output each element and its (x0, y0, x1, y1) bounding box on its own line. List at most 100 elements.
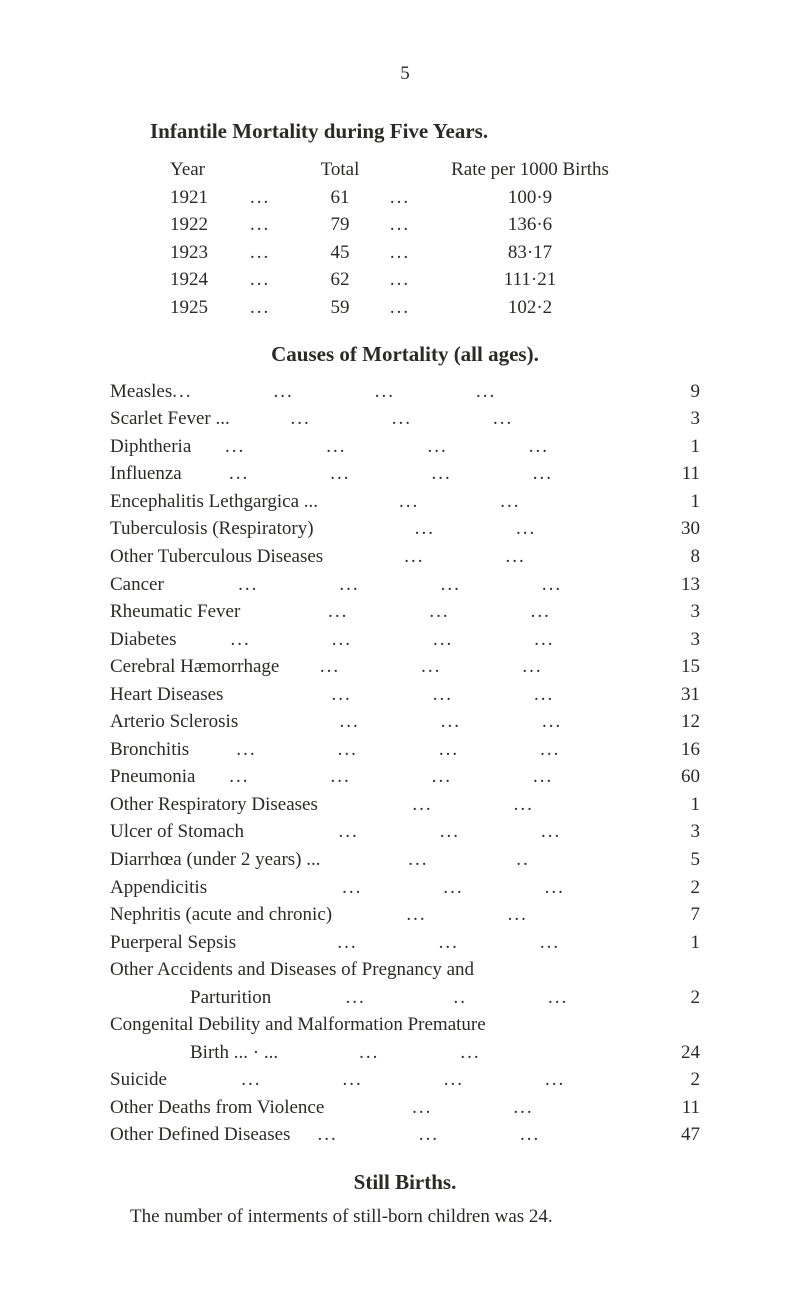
cause-label: Scarlet Fever ... (110, 405, 230, 433)
cause-row: Other Accidents and Diseases of Pregnanc… (110, 956, 700, 984)
separator-dots: ... (250, 184, 310, 212)
separator-dots: ... (250, 294, 310, 322)
cause-label: Heart Diseases (110, 681, 223, 709)
cause-value: 31 (654, 681, 700, 709)
cause-value: 2 (654, 984, 700, 1012)
total-cell: 61 (310, 184, 370, 212)
cause-row: Scarlet Fever ... ... ... ...3 (110, 405, 700, 433)
cause-label: Other Defined Diseases (110, 1121, 290, 1149)
cause-row: Diarrhœa (under 2 years) ... ... ..5 (110, 846, 700, 874)
leader-dots: ... ... (324, 1094, 533, 1122)
causes-table: Measles... ... ... ...9Scarlet Fever ...… (110, 378, 700, 1149)
cause-value: 8 (654, 543, 700, 571)
cause-row: Parturition ... .. ... 2 (110, 984, 700, 1012)
leader-dots: ... ... (332, 901, 528, 929)
total-cell: 79 (310, 211, 370, 239)
cause-label: Parturition (110, 984, 271, 1012)
five-year-table: Year Total Rate per 1000 Births 1921...6… (170, 156, 700, 321)
leader-dots: ... ... ... (279, 653, 542, 681)
five-year-row: 1923...45...83·17 (170, 239, 700, 267)
separator-dots: ... (370, 239, 430, 267)
cause-label: Birth ... · ... (110, 1039, 278, 1067)
section3-text: The number of interments of still-born c… (130, 1203, 700, 1231)
leader-dots: ... ... ... ... (172, 378, 496, 406)
cause-label: Congenital Debility and Malformation Pre… (110, 1011, 486, 1039)
section1-title: Infantile Mortality during Five Years. (150, 116, 700, 146)
section3-title: Still Births. (110, 1167, 700, 1197)
leader-dots: ... .. ... (271, 984, 568, 1012)
leader-dots: ... ... (318, 791, 534, 819)
cause-value: 11 (654, 460, 700, 488)
total-cell: 62 (310, 266, 370, 294)
cause-label: Other Accidents and Diseases of Pregnanc… (110, 956, 474, 984)
leader-dots: ... ... (323, 543, 526, 571)
cause-value: 9 (654, 378, 700, 406)
leader-dots: ... ... ... (223, 681, 554, 709)
rate-cell: 102·2 (430, 294, 630, 322)
cause-value: 60 (654, 763, 700, 791)
cause-label: Diarrhœa (under 2 years) ... (110, 846, 321, 874)
cause-value: 2 (654, 874, 700, 902)
cause-row: Encephalitis Lethgargica ... ... ...1 (110, 488, 700, 516)
five-year-row: 1922...79...136·6 (170, 211, 700, 239)
leader-dots: ... ... ... (230, 405, 514, 433)
header-year: Year (170, 156, 250, 184)
cause-label: Rheumatic Fever (110, 598, 240, 626)
separator-dots: ... (250, 211, 310, 239)
separator-dots: ... (370, 184, 430, 212)
cause-row: Diphtheria ... ... ... ...1 (110, 433, 700, 461)
five-year-row: 1925...59...102·2 (170, 294, 700, 322)
cause-row: Cerebral Hæmorrhage ... ... ... 15 (110, 653, 700, 681)
cause-value: 3 (654, 818, 700, 846)
cause-value: 1 (654, 433, 700, 461)
leader-dots: ... ... (314, 515, 537, 543)
cause-label: Diphtheria (110, 433, 191, 461)
cause-row: Puerperal Sepsis ... ... ...1 (110, 929, 700, 957)
rate-cell: 100·9 (430, 184, 630, 212)
five-year-row: 1924...62...111·21 (170, 266, 700, 294)
cause-value: 3 (654, 626, 700, 654)
cause-label: Influenza (110, 460, 182, 488)
cause-row: Tuberculosis (Respiratory) ... ...30 (110, 515, 700, 543)
cause-label: Other Tuberculous Diseases (110, 543, 323, 571)
leader-dots: ... ... ... (240, 598, 551, 626)
separator-dots: ... (370, 294, 430, 322)
cause-row: Arterio Sclerosis ... ... ...12 (110, 708, 700, 736)
leader-dots: ... ... ... (244, 818, 561, 846)
rate-cell: 83·17 (430, 239, 630, 267)
cause-row: Congenital Debility and Malformation Pre… (110, 1011, 700, 1039)
cause-row: Appendicitis ... ... ...2 (110, 874, 700, 902)
cause-value: 1 (654, 929, 700, 957)
cause-label: Cancer (110, 571, 164, 599)
cause-row: Other Tuberculous Diseases ... ... 8 (110, 543, 700, 571)
leader-dots: ... ... ... ... (189, 736, 560, 764)
leader-dots: ... ... ... ... (167, 1066, 565, 1094)
cause-row: Other Deaths from Violence ... ...11 (110, 1094, 700, 1122)
cause-row: Other Respiratory Diseases ... ...1 (110, 791, 700, 819)
separator-dots: ... (250, 239, 310, 267)
five-year-row: 1921...61...100·9 (170, 184, 700, 212)
cause-label: Tuberculosis (Respiratory) (110, 515, 314, 543)
leader-dots: ... ... (278, 1039, 481, 1067)
cause-value: 1 (654, 488, 700, 516)
cause-label: Other Respiratory Diseases (110, 791, 318, 819)
leader-dots: ... ... ... ... (164, 571, 562, 599)
cause-value: 15 (654, 653, 700, 681)
cause-label: Cerebral Hæmorrhage (110, 653, 279, 681)
total-cell: 45 (310, 239, 370, 267)
cause-row: Cancer ... ... ... ...13 (110, 571, 700, 599)
cause-row: Diabetes ... ... ... ...3 (110, 626, 700, 654)
cause-value: 16 (654, 736, 700, 764)
cause-value: 11 (654, 1094, 700, 1122)
leader-dots: ... ... (318, 488, 521, 516)
cause-row: Influenza ... ... ... ... 11 (110, 460, 700, 488)
cause-row: Nephritis (acute and chronic) ... ...7 (110, 901, 700, 929)
cause-label: Pneumonia (110, 763, 196, 791)
header-rate: Rate per 1000 Births (430, 156, 630, 184)
five-year-header: Year Total Rate per 1000 Births (170, 156, 700, 184)
cause-row: Suicide ... ... ... ...2 (110, 1066, 700, 1094)
cause-label: Measles (110, 378, 172, 406)
leader-dots: ... ... ... ... (182, 460, 553, 488)
cause-row: Measles... ... ... ... 9 (110, 378, 700, 406)
leader-dots: ... ... ... ... (176, 626, 554, 654)
